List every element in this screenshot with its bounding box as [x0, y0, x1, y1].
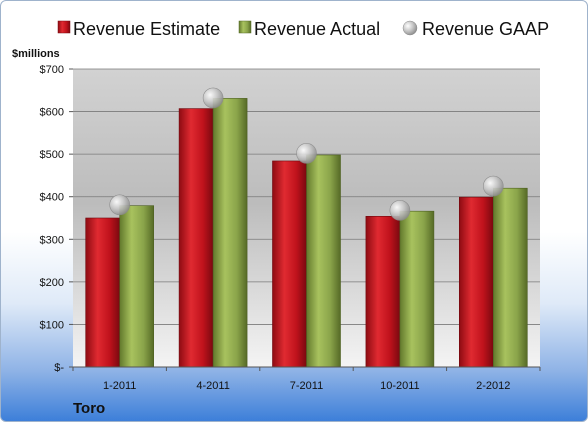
x-tick-label: 1-2011	[103, 380, 136, 392]
marker-revenue-gaap	[109, 194, 130, 216]
y-tick-label: $300	[40, 234, 64, 246]
bar-revenue-actual	[119, 205, 154, 368]
bar-revenue-estimate	[458, 196, 494, 368]
marker-revenue-gaap	[202, 87, 224, 109]
bar-revenue-estimate	[365, 215, 401, 368]
y-tick-label: $-	[54, 362, 64, 374]
bar-revenue-estimate	[85, 217, 120, 368]
legend-item-revenue-gaap: Revenue GAAP	[402, 19, 549, 39]
marker-revenue-gaap	[296, 142, 317, 164]
x-tick-label: 7-2011	[290, 380, 323, 392]
y-axis-units-label: $millions	[12, 48, 60, 60]
bar-revenue-actual	[399, 210, 435, 368]
x-tick-label: 2-2012	[476, 380, 510, 392]
bar-revenue-actual	[212, 98, 248, 368]
company-label: Toro	[73, 400, 105, 417]
gaap-markers	[109, 87, 504, 221]
y-tick-label: $700	[40, 64, 64, 76]
x-tick-label: 4-2011	[196, 380, 229, 392]
marker-revenue-gaap	[389, 200, 411, 221]
bar-revenue-estimate	[178, 108, 214, 368]
legend-label-gaap: Revenue GAAP	[422, 19, 549, 39]
y-axis-ticks: $- $100 $200 $300 $400 $500 $600 $700	[40, 64, 73, 374]
y-tick-label: $600	[40, 107, 64, 119]
bars	[85, 98, 528, 368]
legend-swatch-actual	[238, 20, 252, 34]
x-tick-label: 10-2011	[380, 380, 420, 392]
legend-swatch-gaap	[402, 20, 418, 36]
y-tick-label: $200	[40, 277, 64, 289]
marker-revenue-gaap	[482, 175, 504, 197]
legend-label-estimate: Revenue Estimate	[73, 19, 220, 39]
bar-revenue-actual	[306, 154, 341, 368]
legend-swatch-estimate	[57, 20, 71, 34]
y-tick-label: $100	[40, 319, 64, 331]
bar-revenue-estimate	[272, 160, 307, 368]
bar-revenue-actual	[492, 187, 528, 368]
legend-item-revenue-actual: Revenue Actual	[238, 19, 380, 39]
y-tick-label: $500	[40, 149, 64, 161]
legend-item-revenue-estimate: Revenue Estimate	[57, 19, 220, 39]
x-axis-ticks: 1-2011 4-2011 7-2011 10-2011 2-2012	[72, 367, 541, 392]
legend-label-actual: Revenue Actual	[254, 19, 380, 39]
y-tick-label: $400	[40, 192, 64, 204]
legend: Revenue Estimate Revenue Actual Revenue …	[57, 19, 549, 39]
